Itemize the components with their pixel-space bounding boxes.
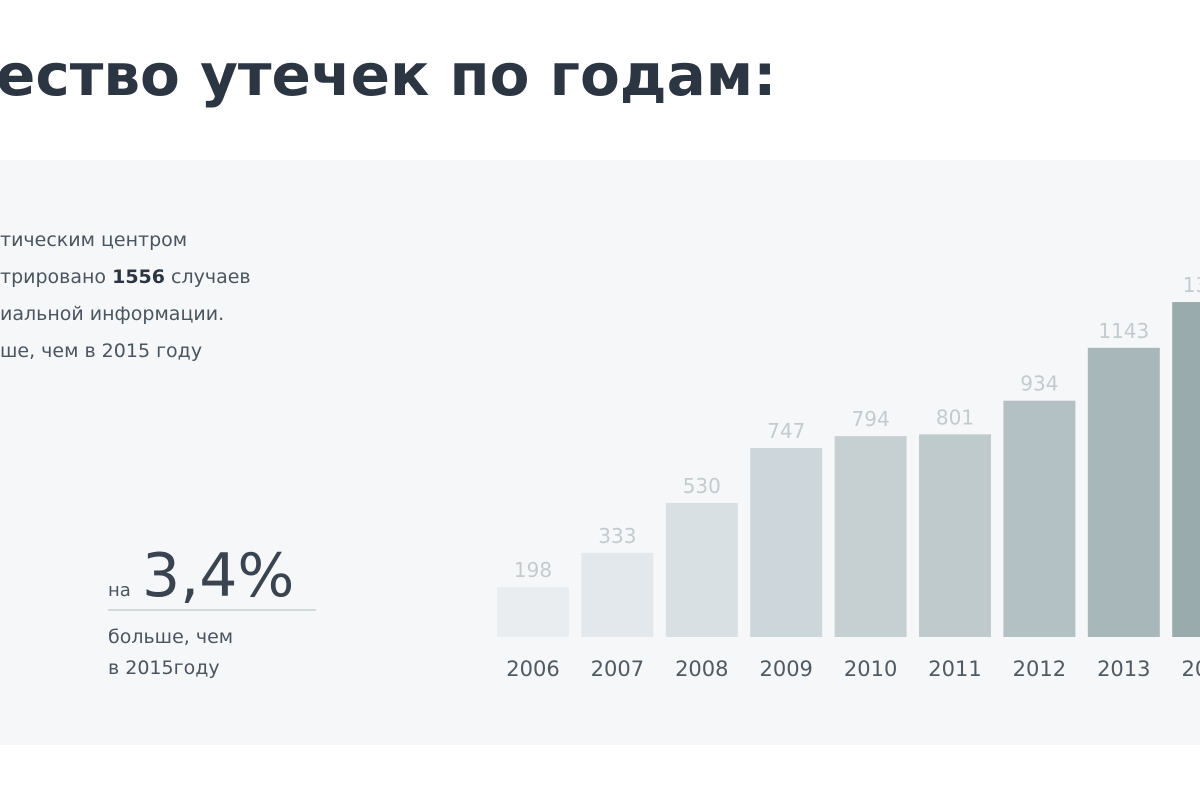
value-label: 1324 — [1183, 273, 1200, 297]
bar — [834, 436, 907, 637]
x-tick-label: 2014 — [1181, 657, 1200, 681]
intro-line: трировано 1556 случаев — [0, 266, 251, 288]
intro-text: трировано — [0, 266, 112, 288]
panel — [0, 160, 1200, 745]
intro: тическим центром трировано 1556 случаев … — [0, 229, 251, 362]
callout-prefix: на — [108, 580, 131, 601]
x-tick-label: 2007 — [591, 657, 644, 681]
intro-line: ше, чем в 2015 году — [0, 340, 202, 362]
bar — [497, 586, 569, 637]
x-tick-label: 2010 — [844, 657, 897, 681]
value-label: 198 — [514, 558, 552, 582]
value-label: 934 — [1020, 372, 1058, 396]
x-tick-label: 2011 — [928, 657, 981, 681]
intro-number: 1556 — [112, 266, 165, 288]
x-tick-label: 2006 — [506, 657, 559, 681]
value-label: 1143 — [1098, 319, 1149, 343]
bar — [581, 552, 654, 637]
bar — [1003, 400, 1076, 637]
bar — [919, 434, 991, 637]
intro-line: тическим центром — [0, 229, 187, 251]
callout-line: больше, чем — [108, 626, 233, 648]
x-tick-label: 2009 — [759, 657, 812, 681]
x-tick-label: 2008 — [675, 657, 728, 681]
bar — [665, 502, 738, 637]
x-tick-label: 2013 — [1097, 657, 1150, 681]
value-label: 747 — [767, 419, 805, 443]
bar — [1172, 302, 1200, 637]
bars: 198 2006 333 2007 530 2008 747 2009 794 2010 801 20… — [497, 273, 1200, 681]
bar — [1087, 347, 1160, 637]
value-label: 794 — [852, 407, 890, 431]
value-label: 530 — [683, 474, 721, 498]
x-tick-label: 2012 — [1013, 657, 1066, 681]
callout-value: 3,4% — [142, 541, 294, 611]
value-label: 333 — [598, 524, 636, 548]
title: ество утечек по годам: — [0, 41, 776, 109]
bar — [750, 448, 823, 637]
callout-line: в 2015году — [108, 657, 220, 679]
intro-line: иальной информации. — [0, 303, 224, 325]
value-label: 801 — [936, 405, 974, 429]
intro-text: случаев — [165, 266, 251, 288]
